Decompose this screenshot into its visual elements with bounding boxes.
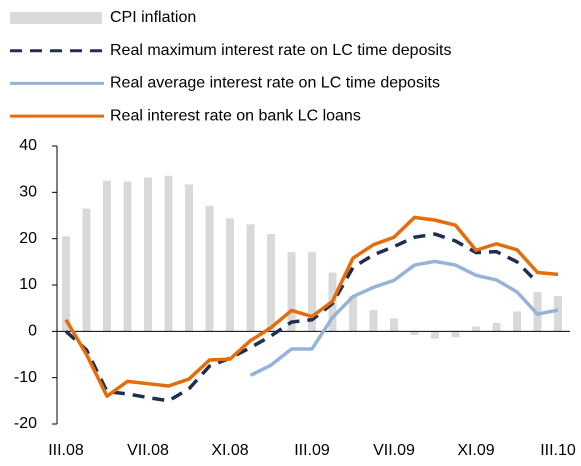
bar (431, 331, 439, 339)
bar (82, 208, 91, 332)
bar (246, 224, 255, 332)
line-series (64, 232, 539, 403)
line-series (64, 215, 559, 398)
bar (554, 296, 562, 332)
y-tick-label: 20 (19, 230, 37, 247)
bar (287, 252, 296, 332)
legend-label: Real average interest rate on LC time de… (110, 75, 440, 92)
bar (62, 236, 70, 332)
bar (369, 310, 378, 332)
bar (205, 205, 214, 332)
y-tick-label: 40 (19, 137, 37, 154)
x-tick-label: XI.09 (457, 442, 494, 459)
x-tick-label: VII.08 (127, 442, 169, 459)
bar (390, 318, 398, 332)
legend-label: Real interest rate on bank LC loans (110, 107, 361, 124)
bar (308, 251, 316, 332)
legend-label: Real maximum interest rate on LC time de… (110, 42, 451, 59)
bar (185, 184, 193, 332)
legend-label: CPI inflation (110, 9, 196, 26)
bar (123, 181, 132, 332)
x-tick-label: VII.09 (373, 442, 415, 459)
bar (349, 296, 357, 332)
bar (410, 331, 419, 336)
y-tick-label: 10 (19, 276, 37, 293)
x-tick-label: XI.08 (211, 442, 248, 459)
x-tick-label: III.09 (294, 442, 330, 459)
bar (164, 175, 173, 332)
bar (472, 326, 480, 332)
x-tick-label: III.10 (540, 442, 576, 459)
y-tick-label: -10 (14, 369, 37, 386)
y-tick-label: 30 (19, 184, 37, 201)
bar (492, 322, 501, 332)
bar (226, 218, 234, 332)
line-series (249, 259, 559, 377)
x-tick-label: III.08 (48, 442, 84, 459)
bar (267, 234, 275, 332)
legend-swatch (10, 12, 102, 24)
bar (513, 311, 521, 332)
bar (451, 331, 460, 338)
y-tick-label: 0 (28, 323, 37, 340)
bar (144, 177, 152, 332)
bar (103, 180, 111, 332)
y-tick-label: -20 (14, 415, 37, 432)
